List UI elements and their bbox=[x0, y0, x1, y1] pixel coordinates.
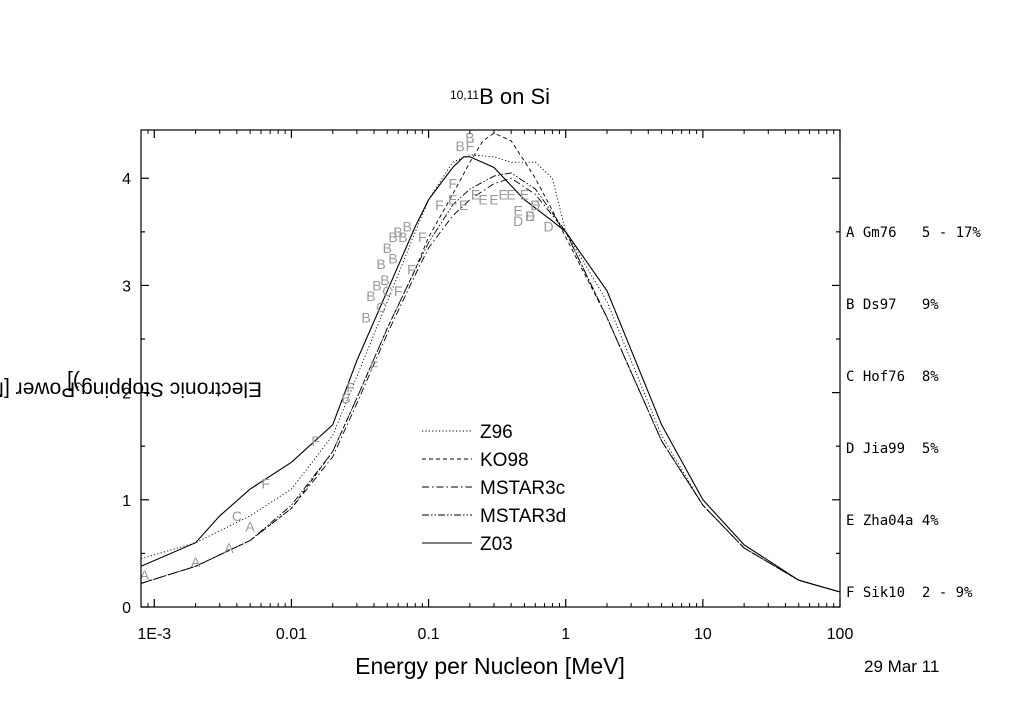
marker-F: F bbox=[311, 433, 320, 449]
marker-C: C bbox=[382, 283, 392, 299]
marker-F: F bbox=[262, 476, 271, 492]
legend-label: MSTAR3d bbox=[480, 506, 566, 527]
marker-B: B bbox=[361, 310, 370, 326]
date-stamp: 29 Mar 11 bbox=[864, 657, 940, 676]
axes-frame: 1E-3 0.01 0.1 1 10 100 0 1 2 3 4 bbox=[122, 129, 854, 643]
marker-F: F bbox=[448, 176, 457, 192]
legend-label: KO98 bbox=[480, 450, 529, 471]
series-line-z03 bbox=[140, 156, 841, 593]
legend-label: Z03 bbox=[480, 534, 513, 555]
marker-E: E bbox=[499, 186, 508, 202]
marker-A: A bbox=[191, 554, 201, 570]
series-line-mstar3d bbox=[140, 172, 841, 593]
marker-A: A bbox=[140, 567, 150, 583]
data-source-entry: C Hof76 8% bbox=[846, 369, 939, 385]
marker-E: E bbox=[531, 197, 540, 213]
marker-A: A bbox=[224, 540, 234, 556]
data-source-entry: E Zha04a 4% bbox=[846, 513, 939, 529]
y-tick-label: 0 bbox=[122, 600, 131, 617]
marker-F: F bbox=[435, 197, 444, 213]
marker-B: B bbox=[398, 229, 407, 245]
title-text: B on Si bbox=[479, 84, 551, 109]
y-tick-label: 1 bbox=[122, 493, 131, 510]
marker-B: B bbox=[376, 256, 385, 272]
data-source-entry: A Gm76 5 - 17% bbox=[846, 225, 981, 241]
marker-D: D bbox=[525, 208, 535, 224]
series-line-z96 bbox=[140, 154, 841, 593]
marker-D: D bbox=[544, 219, 554, 235]
title-superscript: 10,11 bbox=[449, 88, 480, 102]
marker-B: B bbox=[393, 224, 402, 240]
marker-F: F bbox=[466, 138, 475, 154]
y-tick-label: 2 bbox=[122, 386, 131, 403]
marker-B: B bbox=[465, 130, 474, 146]
marker-B: B bbox=[366, 288, 375, 304]
x-tick-label: 100 bbox=[827, 626, 854, 643]
data-source-legend: A Gm76 5 - 17% B Ds97 9% C Hof76 8% D Ji… bbox=[846, 173, 981, 629]
y-axis-label-close: )] bbox=[67, 370, 80, 394]
marker-B: B bbox=[380, 272, 389, 288]
marker-B: B bbox=[403, 219, 412, 235]
marker-D: D bbox=[530, 197, 540, 213]
chart-title: 10,11B on Si bbox=[400, 84, 600, 110]
x-tick-label: 0.1 bbox=[417, 626, 439, 643]
marker-F: F bbox=[370, 358, 379, 374]
y-axis-label-text: Electronic Stopping Power [MeV/(mg/cm bbox=[0, 377, 262, 401]
marker-C: C bbox=[232, 508, 242, 524]
marker-E: E bbox=[506, 186, 515, 202]
marker-E: E bbox=[448, 192, 457, 208]
legend-label: MSTAR3c bbox=[480, 478, 565, 499]
marker-F: F bbox=[418, 229, 427, 245]
x-tick-label: 1E-3 bbox=[137, 626, 171, 643]
x-tick-label: 10 bbox=[694, 626, 712, 643]
marker-B: B bbox=[388, 229, 397, 245]
legend-label: Z96 bbox=[480, 422, 513, 443]
marker-E: E bbox=[478, 192, 487, 208]
series-curves bbox=[140, 132, 841, 593]
marker-B: B bbox=[372, 277, 381, 293]
marker-F: F bbox=[346, 379, 355, 395]
marker-A: A bbox=[245, 519, 255, 535]
marker-E: E bbox=[525, 208, 534, 224]
marker-E: E bbox=[489, 192, 498, 208]
marker-D: D bbox=[513, 213, 523, 229]
data-source-entry: D Jia99 5% bbox=[846, 441, 939, 457]
marker-E: E bbox=[520, 186, 529, 202]
data-source-entry: B Ds97 9% bbox=[846, 297, 939, 313]
marker-E: E bbox=[514, 202, 523, 218]
y-tick-label: 4 bbox=[122, 171, 131, 188]
marker-E: E bbox=[471, 186, 480, 202]
marker-B: B bbox=[456, 138, 465, 154]
marker-F: F bbox=[394, 283, 403, 299]
marker-F: F bbox=[407, 261, 416, 277]
plot-frame bbox=[140, 129, 841, 608]
line-style-legend: Z96 KO98 MSTAR3c MSTAR3d Z03 bbox=[422, 422, 566, 555]
x-tick-label: 1 bbox=[561, 626, 570, 643]
data-source-entry: F Sik10 2 - 9% bbox=[846, 585, 973, 601]
marker-C: C bbox=[376, 299, 386, 315]
x-tick-label: 0.01 bbox=[276, 626, 307, 643]
marker-B: B bbox=[383, 240, 392, 256]
x-axis-label: Energy per Nucleon [MeV] bbox=[355, 653, 625, 679]
marker-E: E bbox=[459, 197, 468, 213]
marker-B: B bbox=[341, 390, 350, 406]
y-tick-label: 3 bbox=[122, 278, 131, 295]
marker-B: B bbox=[388, 251, 397, 267]
